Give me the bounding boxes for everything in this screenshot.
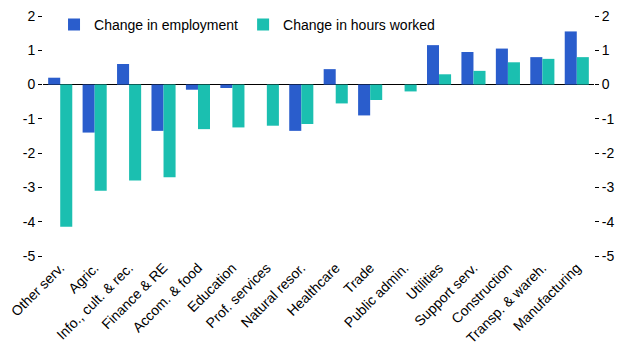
svg-text:-3: -3 <box>602 179 615 195</box>
svg-text:Utilities: Utilities <box>403 260 446 303</box>
svg-text:Construction: Construction <box>448 260 515 327</box>
svg-text:1: 1 <box>27 42 35 58</box>
svg-text:Change in employment: Change in employment <box>94 17 238 33</box>
svg-text:Education: Education <box>184 260 239 315</box>
svg-text:Agric.: Agric. <box>65 260 102 297</box>
svg-text:-1: -1 <box>23 111 36 127</box>
svg-text:-4: -4 <box>23 214 36 230</box>
svg-text:Manufacturing: Manufacturing <box>510 260 584 334</box>
svg-text:Prof. services: Prof. services <box>203 260 274 331</box>
svg-text:Finance & RE: Finance & RE <box>98 260 170 332</box>
svg-text:Natural resor.: Natural resor. <box>238 260 309 331</box>
svg-text:Info., cult. & rec.: Info., cult. & rec. <box>53 260 136 343</box>
svg-text:Other serv.: Other serv. <box>8 260 68 320</box>
svg-text:Transp. & wareh.: Transp. & wareh. <box>463 260 549 346</box>
svg-text:-2: -2 <box>602 145 615 161</box>
svg-text:Accom. & food: Accom. & food <box>129 260 205 336</box>
svg-text:-5: -5 <box>23 248 36 264</box>
svg-text:0: 0 <box>27 76 35 92</box>
svg-text:Trade: Trade <box>340 260 377 297</box>
svg-text:-2: -2 <box>23 145 36 161</box>
svg-text:0: 0 <box>602 76 610 92</box>
svg-text:-3: -3 <box>23 179 36 195</box>
svg-text:-5: -5 <box>602 248 615 264</box>
svg-text:-4: -4 <box>602 214 615 230</box>
svg-text:Support serv.: Support serv. <box>411 260 480 329</box>
svg-text:-1: -1 <box>602 111 615 127</box>
svg-text:Change in hours worked: Change in hours worked <box>283 17 435 33</box>
svg-text:1: 1 <box>602 42 610 58</box>
svg-text:2: 2 <box>602 8 610 24</box>
svg-text:Public admin.: Public admin. <box>341 260 412 331</box>
svg-text:2: 2 <box>27 8 35 24</box>
svg-text:Healthcare: Healthcare <box>284 260 343 319</box>
